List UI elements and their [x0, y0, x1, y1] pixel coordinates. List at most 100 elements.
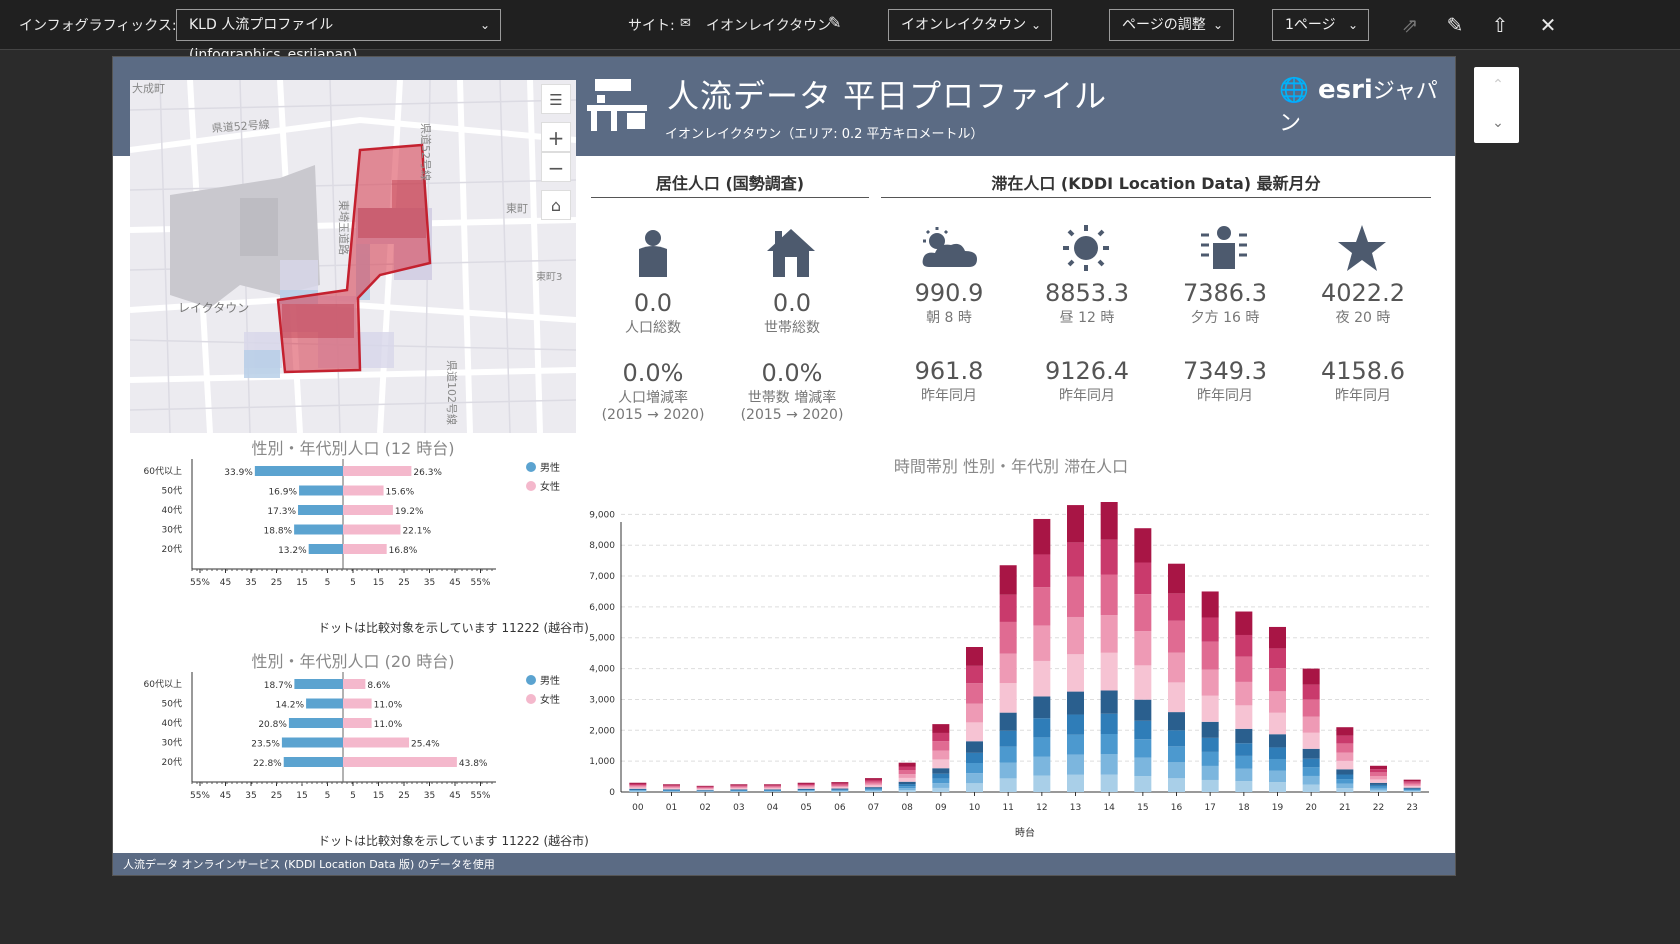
- section-divider: [591, 197, 869, 198]
- stack-segment: [764, 785, 781, 787]
- stack-segment: [1403, 786, 1421, 788]
- stack-segment: [1403, 782, 1421, 785]
- map-view[interactable]: 大成町 県道52号線 県道52号線 東埼玉道路 レイクタウン 東町 東町3 県道…: [130, 80, 576, 433]
- stack-segment: [797, 782, 815, 784]
- x-tick-label: 55%: [190, 791, 210, 801]
- x-tick-label: 22: [1373, 803, 1384, 813]
- stack-segment: [1168, 730, 1185, 747]
- x-tick-label: 06: [834, 803, 846, 813]
- female-value-label: 15.6%: [386, 488, 415, 498]
- page-count-select[interactable]: 1ページ ⌄: [1272, 9, 1369, 41]
- stack-segment: [1134, 776, 1152, 792]
- stack-segment: [663, 785, 680, 787]
- x-tick-label: 15: [373, 791, 384, 801]
- stack-segment: [932, 768, 950, 774]
- category-label: 30代: [162, 525, 182, 536]
- female-value-label: 11.0%: [374, 720, 403, 730]
- male-bar: [308, 544, 343, 554]
- x-tick-label: 18: [1238, 803, 1250, 813]
- stack-segment: [898, 781, 916, 785]
- close-icon[interactable]: ✕: [1539, 13, 1557, 37]
- y-tick-label: 9,000: [589, 510, 615, 520]
- map-label: 東町3: [536, 270, 562, 283]
- staying-label: 夕方 16 時: [1190, 310, 1260, 326]
- stack-segment: [1336, 735, 1354, 744]
- zoom-out-icon[interactable]: −: [541, 152, 571, 182]
- stack-segment: [1370, 782, 1387, 785]
- stack-segment: [1201, 779, 1219, 792]
- export-icon[interactable]: ⇧: [1491, 13, 1509, 37]
- stack-segment: [1100, 774, 1118, 792]
- stack-segment: [1370, 788, 1387, 791]
- x-tick-label: 45: [449, 791, 460, 801]
- stack-segment: [1033, 737, 1051, 757]
- stack-segment: [1235, 768, 1253, 782]
- stack-segment: [1269, 770, 1286, 783]
- legend-female-label: 女性: [540, 480, 560, 493]
- share-out-icon[interactable]: ⇗: [1401, 13, 1419, 37]
- list-icon[interactable]: ☰: [541, 84, 571, 114]
- female-value-label: 16.8%: [389, 546, 418, 556]
- edit-site-icon[interactable]: ✎: [828, 13, 842, 32]
- y-tick-label: 2,000: [589, 726, 615, 736]
- stack-segment: [831, 783, 849, 785]
- home-icon[interactable]: ⌂: [541, 190, 571, 220]
- stack-segment: [629, 787, 647, 789]
- hh-change-label: 世帯数 増減率: [747, 390, 837, 406]
- staying-prev-night: 4158.6 昨年同月: [1313, 357, 1413, 405]
- stack-segment: [1134, 699, 1152, 721]
- x-tick-label: 25: [271, 791, 282, 801]
- stack-segment: [764, 786, 781, 788]
- stack-segment: [966, 665, 983, 684]
- page-subtitle: イオンレイクタウン（エリア: 0.2 平方キロメートル）: [665, 127, 984, 142]
- staying-heading: 滞在人口 (KDDI Location Data) 最新月分: [991, 174, 1321, 193]
- esri-logo: 🌐 esriジャパン: [1279, 73, 1455, 137]
- x-tick-label: 21: [1339, 803, 1350, 813]
- legend-female-dot: [526, 694, 536, 704]
- stack-segment: [730, 787, 748, 789]
- x-tick-label: 25: [271, 578, 282, 588]
- population-kpi: 0.0 人口総数: [601, 289, 705, 337]
- stack-segment: [898, 777, 916, 782]
- stack-segment: [1134, 594, 1152, 632]
- page-adjust-select[interactable]: ページの調整 ⌄: [1109, 9, 1234, 41]
- stack-segment: [932, 724, 950, 733]
- stack-segment: [1403, 787, 1421, 789]
- population-label: 人口総数: [625, 320, 681, 336]
- scroll-down-icon[interactable]: ⌄: [1492, 115, 1504, 131]
- female-bar: [343, 524, 401, 535]
- x-tick-label: 14: [1103, 803, 1115, 813]
- stack-segment: [865, 787, 882, 789]
- stack-segment: [1201, 721, 1219, 738]
- zoom-in-icon[interactable]: +: [541, 122, 571, 152]
- x-tick-label: 04: [767, 803, 779, 813]
- stack-segment: [1302, 699, 1320, 717]
- template-select[interactable]: KLD 人流プロファイル (infographics_esrijapan) ⌄: [176, 9, 501, 63]
- stack-segment: [1201, 751, 1219, 766]
- male-value-label: 17.3%: [267, 507, 296, 517]
- map-label: 県道52号線: [419, 123, 433, 181]
- stack-segment: [1067, 714, 1084, 735]
- x-tick-label: 17: [1204, 803, 1215, 813]
- stack-segment: [1033, 696, 1051, 719]
- staying-value: 4022.2: [1321, 279, 1405, 307]
- pencil-icon[interactable]: ✎: [1446, 13, 1464, 37]
- x-tick-label: 01: [666, 803, 677, 813]
- site-name: イオンレイクタウン: [706, 18, 832, 34]
- male-bar: [283, 757, 343, 767]
- category-label: 50代: [162, 699, 182, 710]
- male-value-label: 18.7%: [264, 681, 293, 691]
- male-value-label: 13.2%: [278, 546, 307, 556]
- female-value-label: 26.3%: [413, 468, 442, 478]
- stack-segment: [898, 788, 916, 791]
- pop-change-label: 人口増減率: [618, 390, 688, 406]
- stack-segment: [797, 786, 815, 788]
- scroll-up-icon[interactable]: ⌃: [1492, 77, 1504, 93]
- stack-segment: [1201, 765, 1219, 780]
- stack-segment: [932, 787, 950, 792]
- stack-segment: [966, 763, 983, 774]
- female-value-label: 8.6%: [367, 681, 390, 691]
- category-label: 20代: [162, 757, 182, 768]
- male-bar: [254, 466, 343, 476]
- site-select[interactable]: イオンレイクタウン ⌄: [888, 9, 1052, 41]
